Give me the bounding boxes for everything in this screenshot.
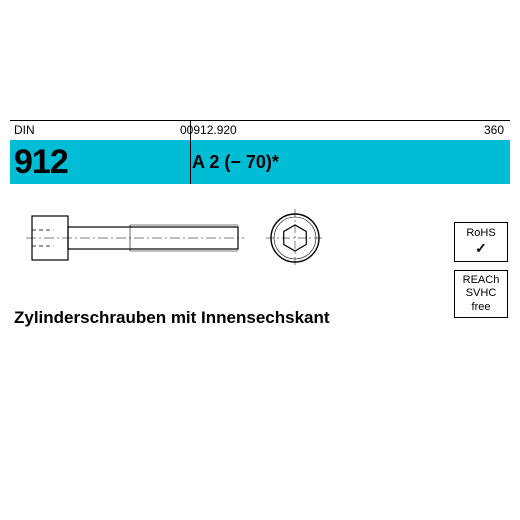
rohs-badge: RoHS ✓ (454, 222, 508, 262)
header-main-row: 912 A 2 (− 70)* (10, 140, 510, 184)
content-area: DIN 00912.920 360 912 A 2 (− 70)* Zylind… (0, 120, 520, 400)
product-description: Zylinderschrauben mit Innensechskant (14, 308, 330, 328)
header-divider (190, 120, 191, 184)
material-cell: A 2 (− 70)* (180, 140, 510, 184)
code-right: 360 (410, 123, 510, 137)
article-number: 00912.920 (180, 123, 410, 137)
reach-line1: REACh (463, 274, 500, 287)
technical-drawing (10, 196, 510, 296)
reach-badge: REACh SVHC free (454, 270, 508, 318)
material-spec: A 2 (− 70)* (192, 152, 279, 173)
rohs-label: RoHS (466, 227, 495, 240)
header-top-row: DIN 00912.920 360 (10, 120, 510, 140)
screw-svg (10, 196, 510, 296)
header-band: DIN 00912.920 360 912 A 2 (− 70)* (10, 120, 510, 184)
reach-line2: SVHC (466, 287, 497, 300)
reach-line3: free (472, 301, 491, 314)
standard-number-cell: 912 (10, 140, 180, 184)
check-icon: ✓ (475, 240, 487, 257)
standard-number: 912 (14, 143, 68, 182)
din-label: DIN (10, 123, 180, 137)
